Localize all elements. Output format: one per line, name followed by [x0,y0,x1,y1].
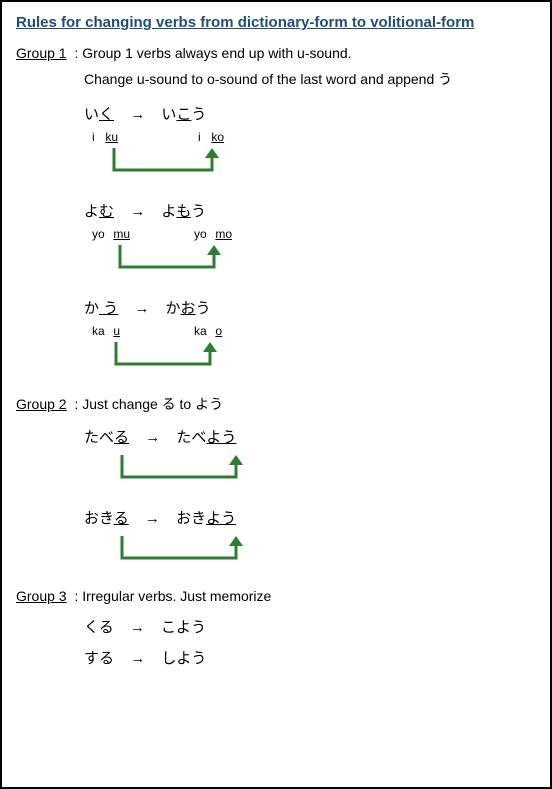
g1-ex1-romaji: i ku i ko [92,130,536,144]
txt: よ [84,203,99,220]
group1-heading: Group 1 : Group 1 verbs always end up wi… [16,45,536,61]
group3-heading: Group 3 : Irregular verbs. Just memorize [16,588,536,604]
g3-ex2: する → しよう [84,647,536,668]
txt: か [84,300,99,317]
romaji: ka [92,324,110,338]
g1-ex1-to-pre: い [161,106,176,123]
txt: よ [161,203,176,220]
romaji: yo [194,227,212,241]
txt: しよう [161,650,206,667]
txt: る [114,510,129,527]
connector-arrow-icon [84,534,536,570]
group3-label: Group 3 [16,588,67,604]
arrow-icon: → [130,650,145,667]
txt: こよう [161,619,206,636]
arrow-icon: → [130,203,145,220]
txt: する [84,650,114,667]
g1-ex1-from-pre: い [84,106,99,123]
group1-rule2: Change u-sound to o-sound of the last wo… [84,69,536,89]
g1-ex3: か う → かおう [84,297,536,318]
txt: か [166,300,181,317]
romaji: ku [105,130,129,144]
romaji: ko [211,130,224,144]
romaji: yo [92,227,110,241]
txt: たべ [176,429,206,446]
txt: る [114,429,129,446]
connector-arrow-icon [92,340,536,376]
txt: む [99,203,114,220]
txt: う [196,300,211,317]
arrow-icon: → [134,300,149,317]
txt: う [99,300,118,317]
g1-ex1: いく → いこう [84,103,536,124]
page: Rules for changing verbs from dictionary… [0,0,552,789]
page-title: Rules for changing verbs from dictionary… [16,14,536,31]
romaji: ka [194,324,212,338]
arrow-icon: → [130,106,145,123]
g2-ex2: おきる → おきよう [84,507,536,528]
connector-arrow-icon [92,146,536,182]
txt: よう [206,429,236,446]
romaji: mu [113,227,137,241]
romaji: u [113,324,129,338]
g2-ex1: たべる → たべよう [84,426,536,447]
g1-ex1-to-ul: こ [176,106,191,123]
arrow-icon: → [130,619,145,636]
romaji: o [215,324,222,338]
colon: : [71,588,83,604]
txt: おき [176,510,206,527]
group2-rule: Just change る to よう [82,396,223,412]
g1-ex3-romaji: ka u ka o [92,324,536,338]
romaji: i [92,130,102,144]
g3-ex1: くる → こよう [84,616,536,637]
arrow-icon: → [145,510,160,527]
g1-ex1-from-ul: く [99,106,114,123]
colon: : [71,396,83,412]
arrow-icon: → [145,429,160,446]
connector-arrow-icon [84,453,536,489]
g1-ex1-to-post: う [191,106,206,123]
txt: おき [84,510,114,527]
group3-rule: Irregular verbs. Just memorize [82,588,271,604]
g1-ex2: よむ → よもう [84,200,536,221]
txt: も [176,203,191,220]
txt: よう [206,510,236,527]
g1-ex2-romaji: yo mu yo mo [92,227,536,241]
txt: たべ [84,429,114,446]
group1-label: Group 1 [16,45,67,61]
txt: う [191,203,206,220]
txt: くる [84,619,114,636]
romaji: i [198,130,208,144]
txt: お [181,300,196,317]
group2-heading: Group 2 : Just change る to よう [16,394,536,414]
colon: : [71,45,83,61]
group2-label: Group 2 [16,396,67,412]
connector-arrow-icon [92,243,536,279]
group1-rule1: Group 1 verbs always end up with u-sound… [82,45,351,61]
romaji: mo [215,227,232,241]
